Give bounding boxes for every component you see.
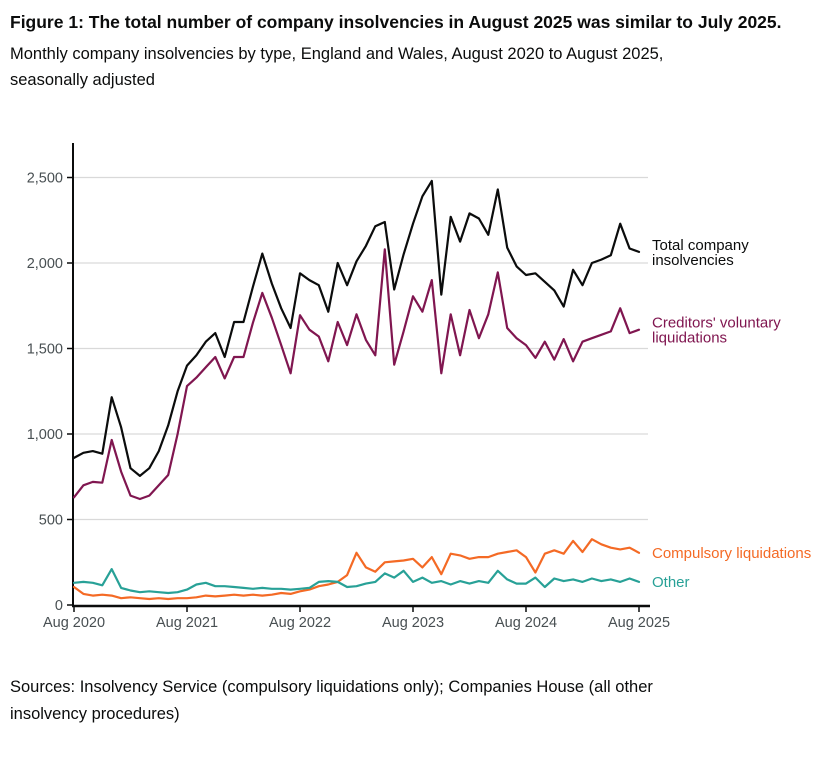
series-line-compulsory-liquidations: [72, 538, 641, 601]
y-tick-label: 2,500: [27, 171, 63, 187]
x-tick-label: Aug 2025: [608, 615, 670, 631]
series-lines: [72, 179, 641, 601]
x-axis: Aug 2020 Aug 2021 Aug 2022 Aug 2023 Aug 2024…: [43, 604, 670, 631]
y-tick-label: 1,500: [27, 342, 63, 358]
series-label-compulsory-liquidations: Compulsory liquidations: [652, 545, 811, 562]
x-tick-label: Aug 2022: [269, 615, 331, 631]
y-axis: 0 500 1,000 1,500 2,000 2,500: [27, 143, 74, 614]
insolvency-line-chart: 0 500 1,000 1,500 2,000 2,500 Aug 2020 Aug 202…: [0, 130, 813, 660]
y-tick-label: 0: [55, 598, 63, 614]
y-tick-label: 500: [39, 513, 63, 529]
gridlines: [73, 176, 648, 521]
x-tick-label: Aug 2024: [495, 615, 557, 631]
series-line-creditors-voluntary-liquidations: [72, 248, 641, 501]
series-line-total-company-insolvencies: [72, 179, 641, 477]
figure-title: Figure 1: The total number of company in…: [10, 12, 782, 32]
series-labels: Total company insolvencies Creditors' volu…: [652, 237, 811, 591]
x-tick-label: Aug 2023: [382, 615, 444, 631]
series-label-creditors-voluntary-liquidations: Creditors' voluntary liquidations: [652, 315, 781, 347]
x-tick-label: Aug 2020: [43, 615, 105, 631]
sources-note: Sources: Insolvency Service (compulsory …: [10, 678, 653, 723]
y-tick-label: 1,000: [27, 427, 63, 443]
x-tick-label: Aug 2021: [156, 615, 218, 631]
series-line-other: [72, 568, 641, 595]
figure-subtitle: Monthly company insolvencies by type, En…: [10, 45, 664, 89]
y-tick-label: 2,000: [27, 256, 63, 272]
series-label-total-company-insolvencies: Total company insolvencies: [652, 237, 749, 269]
series-label-other: Other: [652, 574, 690, 591]
